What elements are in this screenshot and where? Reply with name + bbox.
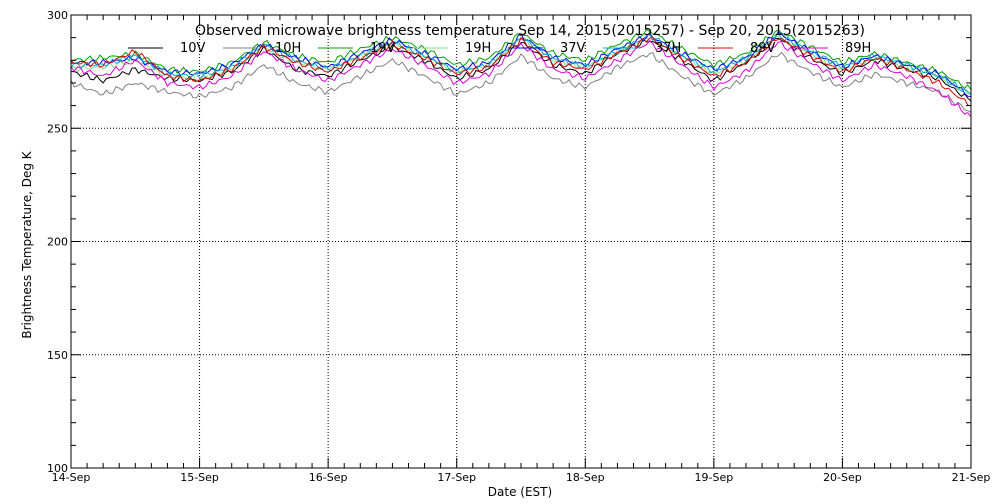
x-tick-label: 16-Sep — [309, 471, 348, 484]
series-line-89H — [70, 39, 972, 118]
legend-label-37H: 37H — [655, 41, 681, 56]
chart-title: Observed microwave brightness temperatur… — [195, 23, 865, 39]
series-line-10V — [71, 37, 972, 102]
x-tick-label: 17-Sep — [437, 471, 476, 484]
x-axis-label: Date (EST) — [488, 485, 552, 499]
y-tick-label: 250 — [47, 122, 68, 135]
legend-label-10V: 10V — [180, 41, 206, 56]
series-line-37H — [70, 31, 972, 95]
y-tick-label: 150 — [47, 349, 68, 362]
legend-label-19H: 19H — [465, 41, 491, 56]
x-tick-label: 18-Sep — [566, 471, 605, 484]
y-tick-label: 100 — [47, 462, 68, 475]
series-line-19V — [70, 28, 972, 90]
legend: 10V 10H 19V 19H 37V 37H 89V 89H — [128, 41, 871, 56]
x-tick-label: 19-Sep — [695, 471, 734, 484]
legend-label-10H: 10H — [275, 41, 301, 56]
x-tick-label: 20-Sep — [823, 471, 862, 484]
grid-lines — [71, 15, 971, 468]
y-axis-label: Brightness Temperature, Deg K — [20, 150, 34, 338]
y-tick-label: 300 — [47, 9, 68, 22]
y-tick-label: 200 — [47, 236, 68, 249]
legend-label-89V: 89V — [750, 41, 776, 56]
series-line-10H — [70, 51, 972, 113]
legend-label-89H: 89H — [845, 41, 871, 56]
axis-ticks: 100 150 200 250 300 14-Sep 15-Sep 16-Sep 17-Sep 1… — [47, 9, 990, 484]
series-lines — [70, 28, 972, 118]
series-line-89V — [70, 36, 972, 107]
legend-label-19V: 19V — [370, 41, 396, 56]
x-tick-label: 14-Sep — [52, 471, 91, 484]
legend-label-37V: 37V — [560, 41, 586, 56]
x-tick-label: 15-Sep — [180, 471, 219, 484]
x-tick-label: 21-Sep — [952, 471, 991, 484]
